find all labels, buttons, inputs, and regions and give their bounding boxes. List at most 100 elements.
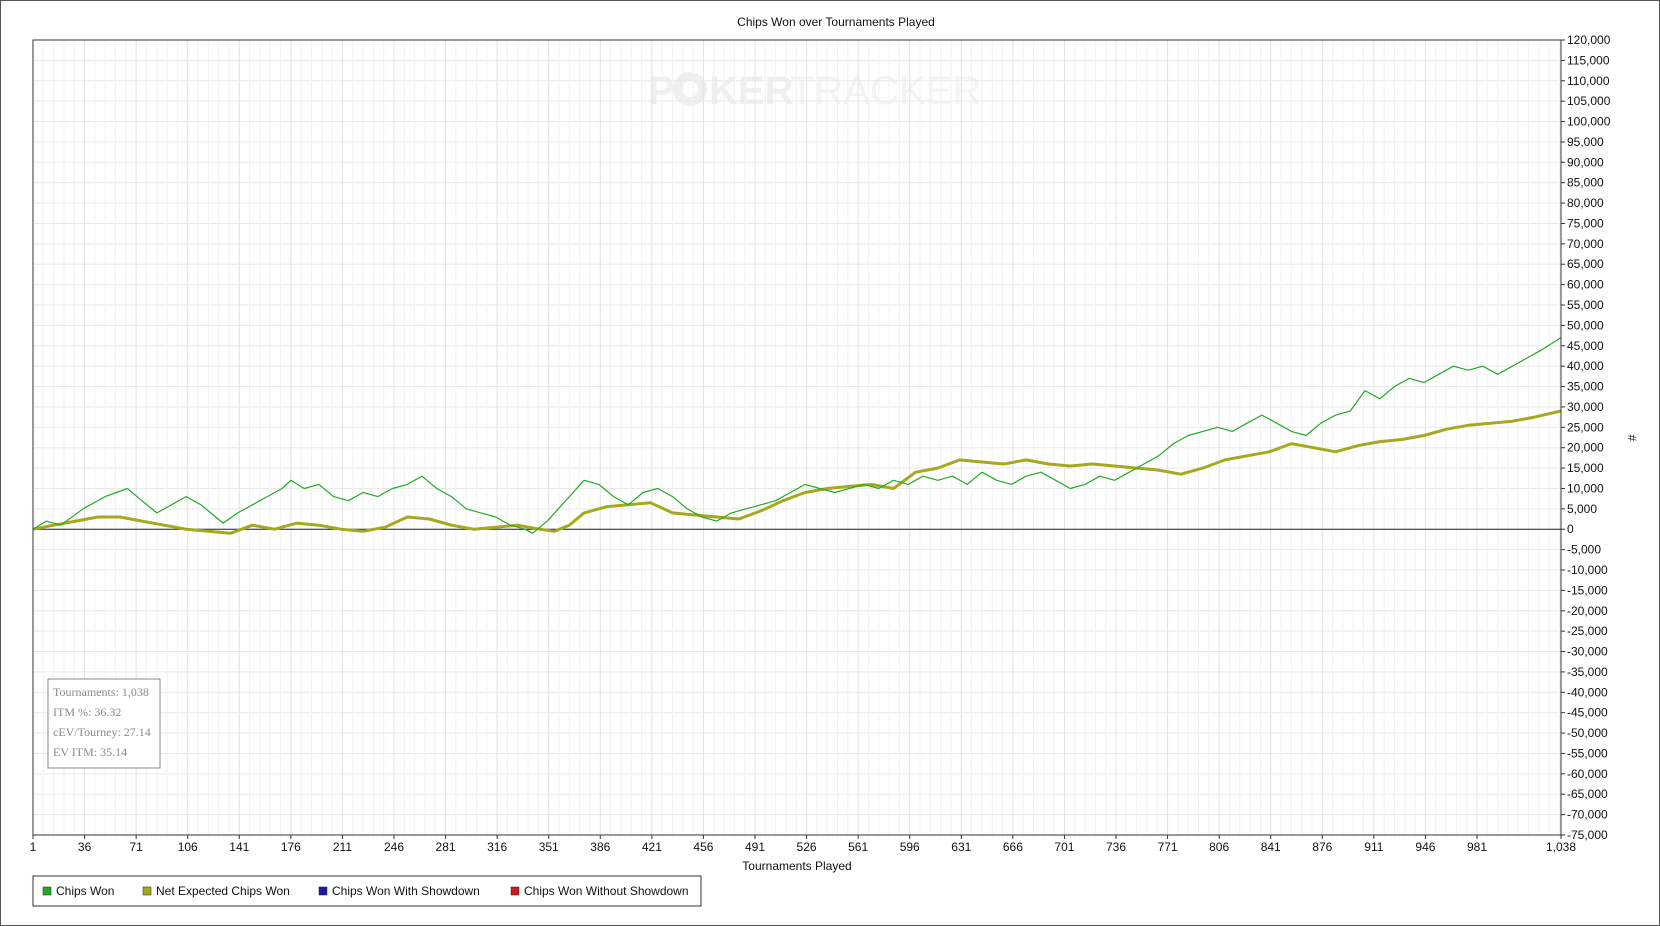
y-tick-label: -5,000 bbox=[1567, 543, 1601, 557]
series-line-chips-won bbox=[32, 337, 1562, 534]
y-tick-label: -70,000 bbox=[1567, 808, 1608, 822]
y-tick-label: -25,000 bbox=[1567, 624, 1608, 638]
watermark-p: P bbox=[648, 69, 675, 113]
legend-swatch-chips-won bbox=[42, 886, 52, 896]
stat-cev: cEV/Tourney: 27.14 bbox=[53, 725, 151, 739]
stats-box: Tournaments: 1,038 ITM %: 36.32 cEV/Tour… bbox=[47, 678, 161, 769]
y-tick-label: 55,000 bbox=[1567, 298, 1604, 312]
y-tick-label: -60,000 bbox=[1567, 767, 1608, 781]
x-tick-label: 561 bbox=[848, 840, 868, 854]
y-tick-label: -75,000 bbox=[1567, 828, 1608, 842]
y-tick-label: 110,000 bbox=[1567, 74, 1610, 88]
y-tick-label: 35,000 bbox=[1567, 380, 1604, 394]
legend-swatch-with-showdown bbox=[318, 886, 328, 896]
x-tick-label: 981 bbox=[1467, 840, 1487, 854]
x-tick-label: 316 bbox=[487, 840, 507, 854]
y-tick-label: 100,000 bbox=[1567, 115, 1611, 129]
y-tick-label: 115,000 bbox=[1567, 53, 1610, 67]
x-tick-label: 106 bbox=[178, 840, 198, 854]
x-tick-label: 736 bbox=[1106, 840, 1126, 854]
y-tick-label: 10,000 bbox=[1567, 481, 1604, 495]
stat-ev-itm: EV ITM: 35.14 bbox=[53, 745, 127, 759]
y-tick-label: 85,000 bbox=[1567, 176, 1604, 190]
x-tick-label: 876 bbox=[1312, 840, 1332, 854]
x-tick-label: 701 bbox=[1054, 840, 1074, 854]
x-tick-label: 211 bbox=[333, 840, 352, 854]
y-tick-label: 30,000 bbox=[1567, 400, 1604, 414]
watermark-tracker: TRACKER bbox=[790, 69, 981, 113]
y-tick-label: 40,000 bbox=[1567, 359, 1604, 373]
x-tick-label: 841 bbox=[1261, 840, 1281, 854]
y-tick-label: 70,000 bbox=[1567, 237, 1604, 251]
y-tick-label: 105,000 bbox=[1567, 94, 1611, 108]
x-tick-label: 666 bbox=[1003, 840, 1023, 854]
x-tick-label: 491 bbox=[745, 840, 765, 854]
x-tick-label: 421 bbox=[642, 840, 662, 854]
x-tick-label: 596 bbox=[900, 840, 920, 854]
chart-title: Chips Won over Tournaments Played bbox=[737, 15, 935, 29]
x-tick-label: 71 bbox=[129, 840, 143, 854]
legend-without-showdown: Chips Won Without Showdown bbox=[524, 884, 689, 898]
stat-itm: ITM %: 36.32 bbox=[53, 705, 121, 719]
y-tick-label: -45,000 bbox=[1567, 706, 1608, 720]
x-tick-label: 281 bbox=[436, 840, 456, 854]
legend: Chips Won Net Expected Chips Won Chips W… bbox=[32, 875, 702, 907]
series-line-net-expected bbox=[32, 409, 1562, 535]
x-tick-label: 246 bbox=[384, 840, 404, 854]
legend-with-showdown: Chips Won With Showdown bbox=[332, 884, 480, 898]
y-tick-label: -65,000 bbox=[1567, 787, 1608, 801]
y-tick-label: -20,000 bbox=[1567, 604, 1608, 618]
y-axis-title: # bbox=[1625, 435, 1639, 442]
y-tick-label: 15,000 bbox=[1567, 461, 1604, 475]
y-tick-label: 5,000 bbox=[1567, 502, 1597, 516]
x-tick-label: 456 bbox=[693, 840, 713, 854]
x-tick-label: 1,038 bbox=[1546, 840, 1576, 854]
x-tick-label: 1 bbox=[30, 840, 37, 854]
x-tick-label: 526 bbox=[797, 840, 817, 854]
y-tick-label: -30,000 bbox=[1567, 645, 1608, 659]
y-tick-label: 45,000 bbox=[1567, 339, 1604, 353]
legend-swatch-without-showdown bbox=[510, 886, 520, 896]
x-tick-label: 771 bbox=[1158, 840, 1178, 854]
y-tick-label: 20,000 bbox=[1567, 441, 1604, 455]
y-axis-ticks: -75,000 -70,000 -65,000 -60,000 -55,000 -50,0… bbox=[1561, 33, 1611, 842]
x-tick-label: 176 bbox=[281, 840, 301, 854]
x-axis-ticks: 1 36 71 106 141 176 211 246 281 316 351 386 421 456 49… bbox=[30, 835, 1576, 854]
plot-area-border bbox=[32, 39, 1562, 836]
watermark-ker: KER bbox=[709, 69, 794, 113]
x-tick-label: 631 bbox=[951, 840, 971, 854]
x-tick-label: 351 bbox=[539, 840, 559, 854]
legend-chips-won: Chips Won bbox=[56, 884, 114, 898]
y-tick-label: 75,000 bbox=[1567, 216, 1604, 230]
y-tick-label: 65,000 bbox=[1567, 257, 1604, 271]
x-tick-label: 36 bbox=[78, 840, 92, 854]
y-tick-label: -15,000 bbox=[1567, 583, 1608, 597]
y-tick-label: 95,000 bbox=[1567, 135, 1604, 149]
y-tick-label: -35,000 bbox=[1567, 665, 1608, 679]
y-tick-label: 0 bbox=[1567, 522, 1574, 536]
y-tick-label: -10,000 bbox=[1567, 563, 1608, 577]
x-tick-label: 806 bbox=[1209, 840, 1229, 854]
y-tick-label: 50,000 bbox=[1567, 318, 1604, 332]
x-tick-label: 946 bbox=[1415, 840, 1435, 854]
pokertracker-watermark: P KER TRACKER bbox=[648, 69, 981, 113]
y-tick-label: 80,000 bbox=[1567, 196, 1604, 210]
y-tick-label: 120,000 bbox=[1567, 33, 1611, 47]
y-tick-label: 60,000 bbox=[1567, 278, 1604, 292]
y-tick-label: -55,000 bbox=[1567, 746, 1608, 760]
x-tick-label: 386 bbox=[590, 840, 610, 854]
legend-swatch-net-expected bbox=[142, 886, 152, 896]
y-tick-label: -40,000 bbox=[1567, 685, 1608, 699]
y-tick-label: 90,000 bbox=[1567, 155, 1604, 169]
x-tick-label: 141 bbox=[229, 840, 249, 854]
stat-tournaments: Tournaments: 1,038 bbox=[53, 685, 149, 699]
x-axis-title: Tournaments Played bbox=[742, 859, 851, 873]
grid-lines bbox=[32, 39, 1562, 836]
y-tick-label: 25,000 bbox=[1567, 420, 1604, 434]
series-lines bbox=[32, 337, 1562, 535]
legend-net-expected: Net Expected Chips Won bbox=[156, 884, 290, 898]
x-tick-label: 911 bbox=[1364, 840, 1383, 854]
y-tick-label: -50,000 bbox=[1567, 726, 1608, 740]
